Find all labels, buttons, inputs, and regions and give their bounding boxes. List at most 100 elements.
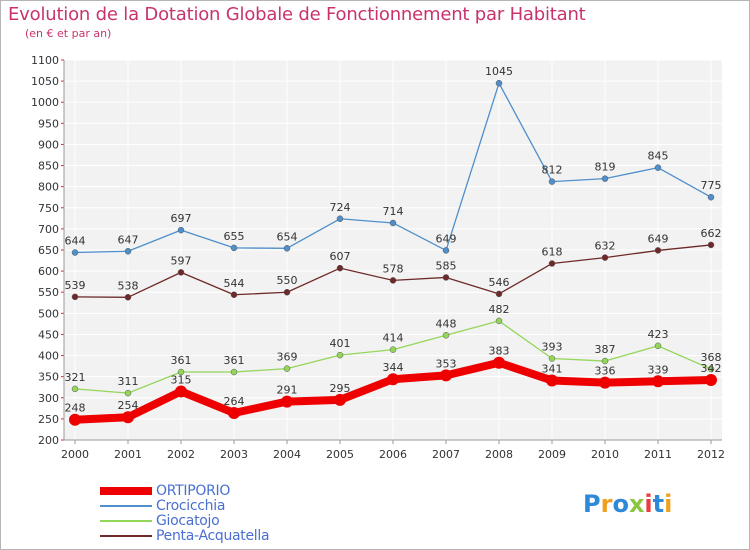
- y-tick-label: 650: [38, 244, 59, 257]
- data-label-ortiporio: 342: [701, 362, 722, 375]
- data-label-giocatojo: 448: [436, 317, 457, 330]
- data-label-giocatojo: 311: [118, 375, 139, 388]
- data-label-penta-acquatella: 546: [489, 276, 510, 289]
- y-tick-label: 350: [38, 371, 59, 384]
- data-point-crocicchia: [389, 219, 397, 227]
- data-point-giocatojo: [389, 346, 397, 353]
- data-label-crocicchia: 812: [542, 164, 563, 177]
- legend-label-giocatojo: Giocatojo: [156, 513, 220, 529]
- data-label-ortiporio: 339: [648, 363, 669, 376]
- data-label-crocicchia: 775: [701, 179, 722, 192]
- y-tick-label: 500: [38, 307, 59, 320]
- legend-label-penta-acquatella: Penta-Acquatella: [156, 528, 270, 544]
- data-point-penta-acquatella: [548, 260, 556, 267]
- x-tick-label: 2004: [273, 448, 301, 461]
- y-tick-label: 1000: [31, 96, 59, 109]
- data-label-ortiporio: 248: [65, 402, 86, 415]
- data-label-giocatojo: 423: [648, 328, 669, 341]
- x-tick-label: 2008: [485, 448, 513, 461]
- data-label-penta-acquatella: 539: [65, 279, 86, 292]
- data-label-ortiporio: 336: [595, 365, 616, 378]
- data-point-ortiporio: [599, 376, 611, 389]
- data-label-crocicchia: 845: [648, 150, 669, 163]
- y-tick-label: 900: [38, 138, 59, 151]
- data-point-penta-acquatella: [177, 269, 185, 276]
- data-label-crocicchia: 724: [330, 201, 351, 214]
- y-tick-label: 300: [38, 392, 59, 405]
- data-label-giocatojo: 361: [224, 354, 245, 367]
- data-point-penta-acquatella: [654, 247, 662, 254]
- data-label-crocicchia: 644: [65, 235, 86, 248]
- x-tick-label: 2011: [644, 448, 672, 461]
- x-tick-label: 2005: [326, 448, 354, 461]
- legend-swatch-penta-acquatella: [100, 535, 152, 537]
- y-tick-label: 950: [38, 117, 59, 130]
- y-tick-label: 1100: [31, 54, 59, 67]
- data-label-crocicchia: 649: [436, 232, 457, 245]
- data-point-ortiporio: [440, 369, 452, 382]
- data-point-crocicchia: [442, 247, 450, 254]
- data-point-crocicchia: [336, 215, 344, 223]
- data-point-crocicchia: [495, 79, 503, 87]
- data-label-penta-acquatella: 662: [701, 227, 722, 240]
- data-label-ortiporio: 383: [489, 345, 510, 358]
- legend-swatch-giocatojo: [100, 520, 152, 522]
- data-point-ortiporio: [493, 356, 505, 369]
- data-point-penta-acquatella: [389, 277, 397, 284]
- x-tick-label: 2000: [61, 448, 89, 461]
- data-label-giocatojo: 401: [330, 337, 351, 350]
- data-point-penta-acquatella: [707, 241, 715, 249]
- data-point-penta-acquatella: [230, 291, 238, 299]
- data-point-giocatojo: [71, 385, 79, 393]
- data-label-penta-acquatella: 607: [330, 250, 351, 263]
- data-point-giocatojo: [654, 342, 662, 350]
- data-label-ortiporio: 315: [171, 373, 192, 386]
- data-point-penta-acquatella: [336, 264, 344, 272]
- data-point-giocatojo: [336, 351, 344, 359]
- x-tick-label: 2006: [379, 448, 407, 461]
- x-tick-label: 2003: [220, 448, 248, 461]
- data-point-crocicchia: [124, 248, 132, 255]
- data-point-giocatojo: [230, 368, 238, 376]
- data-label-ortiporio: 341: [542, 362, 563, 375]
- y-tick-label: 750: [38, 202, 59, 215]
- data-point-penta-acquatella: [71, 293, 79, 301]
- data-point-penta-acquatella: [442, 274, 450, 281]
- data-point-crocicchia: [71, 249, 79, 256]
- legend-swatch-crocicchia: [100, 505, 152, 507]
- data-label-penta-acquatella: 538: [118, 279, 139, 292]
- data-point-penta-acquatella: [601, 254, 609, 261]
- data-label-crocicchia: 654: [277, 230, 298, 243]
- chart-title: Evolution de la Dotation Globale de Fonc…: [8, 4, 586, 25]
- y-tick-label: 700: [38, 223, 59, 236]
- data-point-giocatojo: [495, 317, 503, 325]
- data-label-ortiporio: 353: [436, 357, 457, 370]
- x-tick-label: 2010: [591, 448, 619, 461]
- data-label-ortiporio: 264: [224, 395, 245, 408]
- y-tick-label: 200: [38, 434, 59, 447]
- data-label-giocatojo: 321: [65, 371, 86, 384]
- data-label-penta-acquatella: 550: [277, 274, 298, 287]
- data-point-ortiporio: [334, 393, 346, 406]
- data-label-giocatojo: 361: [171, 354, 192, 367]
- y-tick-label: 850: [38, 160, 59, 173]
- data-point-crocicchia: [601, 175, 609, 182]
- data-point-crocicchia: [230, 244, 238, 252]
- data-point-giocatojo: [442, 332, 450, 339]
- x-tick-label: 2012: [697, 448, 725, 461]
- data-label-giocatojo: 369: [277, 351, 298, 364]
- data-label-crocicchia: 1045: [485, 65, 513, 78]
- data-label-penta-acquatella: 597: [171, 254, 192, 267]
- data-label-penta-acquatella: 585: [436, 259, 457, 272]
- data-label-crocicchia: 819: [595, 161, 616, 174]
- y-tick-label: 600: [38, 265, 59, 278]
- y-tick-label: 1050: [31, 75, 59, 88]
- y-tick-label: 250: [38, 413, 59, 426]
- data-label-ortiporio: 295: [330, 382, 351, 395]
- data-point-giocatojo: [548, 355, 556, 362]
- data-label-giocatojo: 482: [489, 303, 510, 316]
- data-point-penta-acquatella: [495, 290, 503, 298]
- data-point-penta-acquatella: [124, 294, 132, 301]
- data-point-ortiporio: [281, 395, 293, 408]
- data-point-penta-acquatella: [283, 288, 291, 296]
